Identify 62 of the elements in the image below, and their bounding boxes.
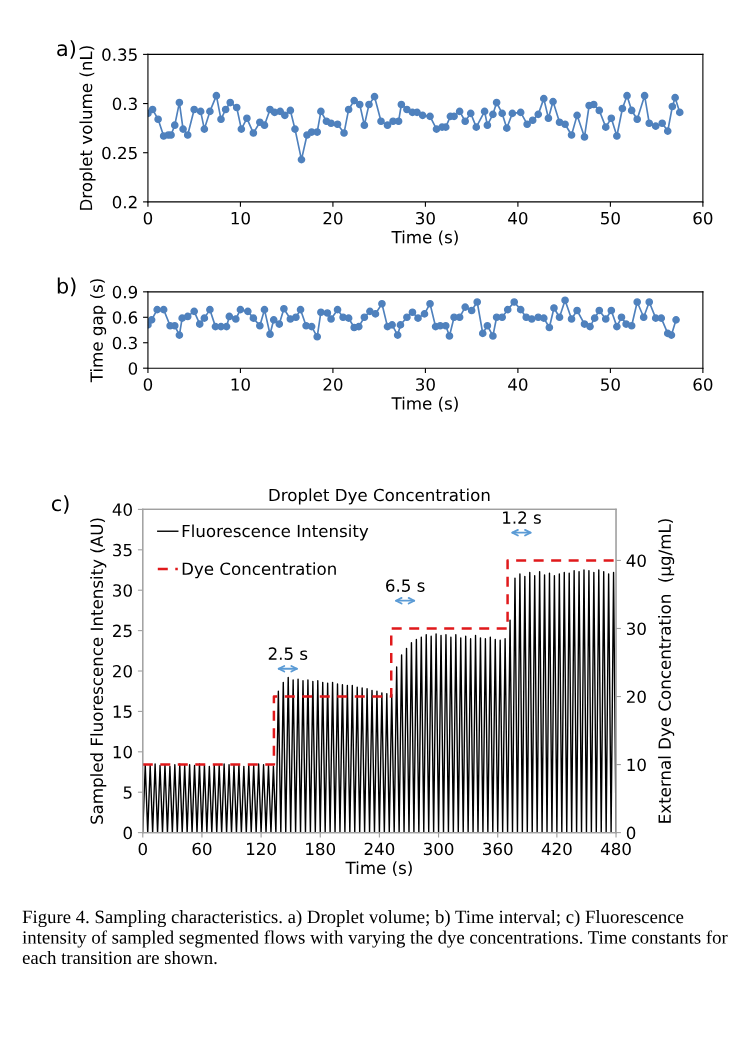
- x-axis-title: Time (s): [391, 396, 458, 412]
- x-tick-label: 480: [600, 842, 631, 856]
- x-tick-label: 240: [364, 842, 395, 856]
- y-tick-label: 20: [113, 664, 132, 678]
- x-tick-label: 120: [247, 842, 276, 856]
- x-tick-label: 0: [143, 378, 153, 391]
- x-axis-title: Time (s): [345, 861, 412, 877]
- annotation: 6.5 s: [386, 579, 425, 592]
- annotation: 2.5 s: [268, 647, 308, 660]
- y-tick-label: 0.9: [112, 285, 138, 299]
- chart-title: Droplet Dye Concentration: [269, 488, 490, 505]
- y-tick-label: 35: [113, 543, 132, 557]
- x-tick-label: 60: [192, 842, 212, 856]
- y-tick-label: 5: [123, 786, 132, 799]
- y-tick-label: 10: [113, 745, 132, 759]
- y2-axis-title: External Dye Concentration (µg/mL): [658, 519, 675, 823]
- x-tick-label: 60: [693, 211, 713, 225]
- x-tick-label: 420: [541, 842, 572, 856]
- y2-tick-label: 10: [627, 758, 646, 772]
- x-tick-label: 40: [508, 211, 528, 225]
- x-tick-label: 300: [423, 842, 454, 856]
- legend-label: Fluorescence Intensity: [182, 524, 369, 541]
- y2-tick-label: 30: [627, 622, 646, 636]
- y-tick-label: 0: [128, 362, 138, 375]
- y-tick-label: 0: [123, 826, 132, 840]
- y2-tick-label: 40: [626, 554, 646, 567]
- x-tick-label: 40: [508, 378, 528, 391]
- x-tick-label: 50: [601, 378, 620, 391]
- y-tick-label: 0.3: [112, 336, 137, 350]
- y-axis-title: Droplet volume (nL): [79, 46, 96, 210]
- y-tick-label: 15: [113, 705, 132, 718]
- x-tick-label: 360: [483, 842, 513, 856]
- x-tick-label: 60: [693, 378, 713, 391]
- y2-tick-label: 20: [626, 690, 646, 704]
- y-tick-label: 30: [113, 584, 132, 597]
- caption: Figure 4. Sampling characteristics. a) Droplet volume; b) Time interval; c) Fluorescence intensity of sampled segmented flows with varying the dye concentrations. Time constants for each transition are shown.: [22, 910, 728, 965]
- text: a): [57, 40, 76, 59]
- x-tick-label: 20: [323, 211, 343, 225]
- y-axis-title: Sampled Fluorescence Intensity (AU): [90, 518, 107, 824]
- y-tick-label: 0.35: [102, 48, 137, 61]
- y-tick-label: 0.3: [112, 97, 137, 111]
- x-tick-label: 10: [231, 211, 250, 225]
- x-tick-label: 180: [306, 842, 336, 856]
- legend-label: Dye Concentration: [182, 562, 336, 579]
- y-tick-label: 0.25: [102, 146, 137, 160]
- x-tick-label: 0: [138, 842, 147, 856]
- y-tick-label: 25: [113, 624, 132, 638]
- text: c): [51, 495, 69, 514]
- x-tick-label: 0: [143, 211, 153, 225]
- y-tick-label: 0.6: [112, 311, 138, 324]
- x-tick-label: 50: [601, 211, 620, 225]
- x-tick-label: 30: [416, 211, 435, 225]
- x-axis-title: Time (s): [391, 230, 458, 246]
- x-tick-label: 30: [416, 378, 435, 391]
- x-tick-label: 20: [323, 378, 343, 391]
- y-tick-label: 40: [112, 503, 132, 516]
- y-axis-title: Time gap (s): [90, 279, 107, 383]
- annotation: 1.2 s: [503, 511, 541, 524]
- x-tick-label: 10: [231, 378, 250, 391]
- y-tick-label: 0.2: [112, 195, 137, 209]
- text: b): [57, 277, 76, 297]
- y2-tick-label: 0: [626, 826, 636, 840]
